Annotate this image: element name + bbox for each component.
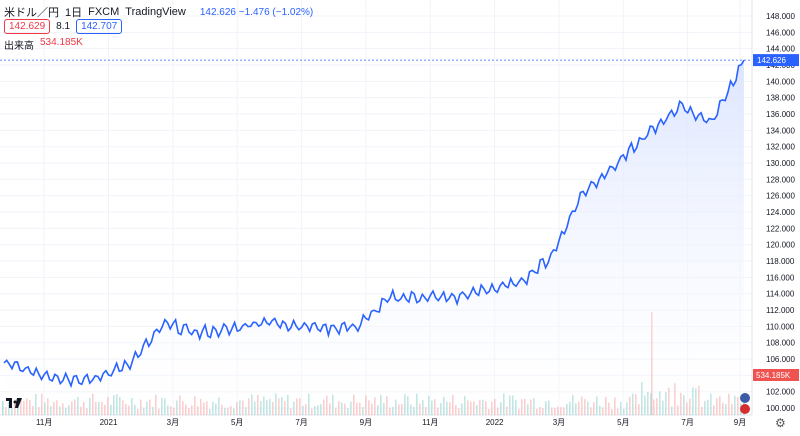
y-tick-label: 148.000: [766, 12, 795, 21]
interval-label[interactable]: 1日: [65, 7, 83, 19]
x-tick-label: 2021: [100, 418, 118, 427]
price-line: [3, 59, 745, 389]
y-tick-label: 140.000: [766, 77, 795, 86]
y-tick-label: 114.000: [766, 290, 795, 299]
y-tick-label: 110.000: [766, 322, 795, 331]
y-tick-label: 132.000: [766, 143, 795, 152]
x-tick-label: 3月: [167, 418, 179, 427]
us-flag-icon: [740, 393, 750, 403]
y-tick-label: 116.000: [766, 273, 795, 282]
gear-icon[interactable]: ⚙: [775, 416, 786, 430]
y-tick-label: 128.000: [766, 175, 795, 184]
y-tick-label: 136.000: [766, 110, 795, 119]
x-tick-label: 7月: [681, 418, 693, 427]
x-tick-label: 5月: [231, 418, 243, 427]
sell-button[interactable]: 142.629: [4, 19, 51, 34]
source-label: TradingView: [125, 6, 186, 18]
y-tick-label: 124.000: [766, 208, 795, 217]
last-price-label: 142.626: [757, 56, 786, 65]
x-tick-label: 2022: [486, 418, 504, 427]
x-tick-label: 11月: [422, 418, 438, 427]
japan-flag-icon: [740, 404, 750, 414]
chart-legend: 米ドル／円 1日 FXCM TradingView 142.626 −1.476…: [4, 4, 313, 20]
volume-value-label: 534.185K: [756, 371, 791, 380]
volume-bar: [2, 401, 4, 415]
y-tick-label: 126.000: [766, 192, 795, 201]
y-tick-label: 102.000: [766, 388, 795, 397]
y-tick-label: 122.000: [766, 224, 795, 233]
volume-title: 出来高: [4, 41, 34, 52]
x-tick-label: 3月: [553, 418, 565, 427]
buy-button[interactable]: 142.707: [76, 19, 123, 34]
x-tick-label: 9月: [734, 418, 746, 427]
y-tick-label: 106.000: [766, 355, 795, 364]
y-tick-label: 112.000: [766, 306, 795, 315]
tradingview-logo-icon[interactable]: [6, 398, 22, 410]
x-tick-label: 7月: [295, 418, 307, 427]
x-tick-label: 11月: [36, 418, 52, 427]
y-tick-label: 120.000: [766, 241, 795, 250]
y-tick-label: 144.000: [766, 45, 795, 54]
last-price-box: [753, 54, 799, 67]
y-tick-label: 108.000: [766, 339, 795, 348]
volume-value-box: [753, 369, 799, 381]
quote-row: 142.629 8.1 142.707: [4, 19, 123, 34]
x-tick-label: 9月: [360, 418, 372, 427]
volume-legend: 出来高 534.185K: [4, 37, 83, 52]
x-tick-label: 5月: [617, 418, 629, 427]
exchange-label: FXCM: [88, 6, 120, 18]
y-tick-label: 118.000: [766, 257, 795, 266]
price-area: [4, 60, 744, 415]
y-tick-label: 146.000: [766, 28, 795, 37]
volume-value: 534.185K: [40, 37, 83, 48]
price-change: 142.626 −1.476 (−1.02%): [199, 6, 314, 18]
y-tick-label: 138.000: [766, 94, 795, 103]
y-tick-label: 130.000: [766, 159, 795, 168]
y-tick-label: 134.000: [766, 126, 795, 135]
symbol-name[interactable]: 米ドル／円: [4, 7, 59, 19]
y-tick-label: 100.000: [766, 404, 795, 413]
spread-value: 8.1: [56, 21, 71, 32]
